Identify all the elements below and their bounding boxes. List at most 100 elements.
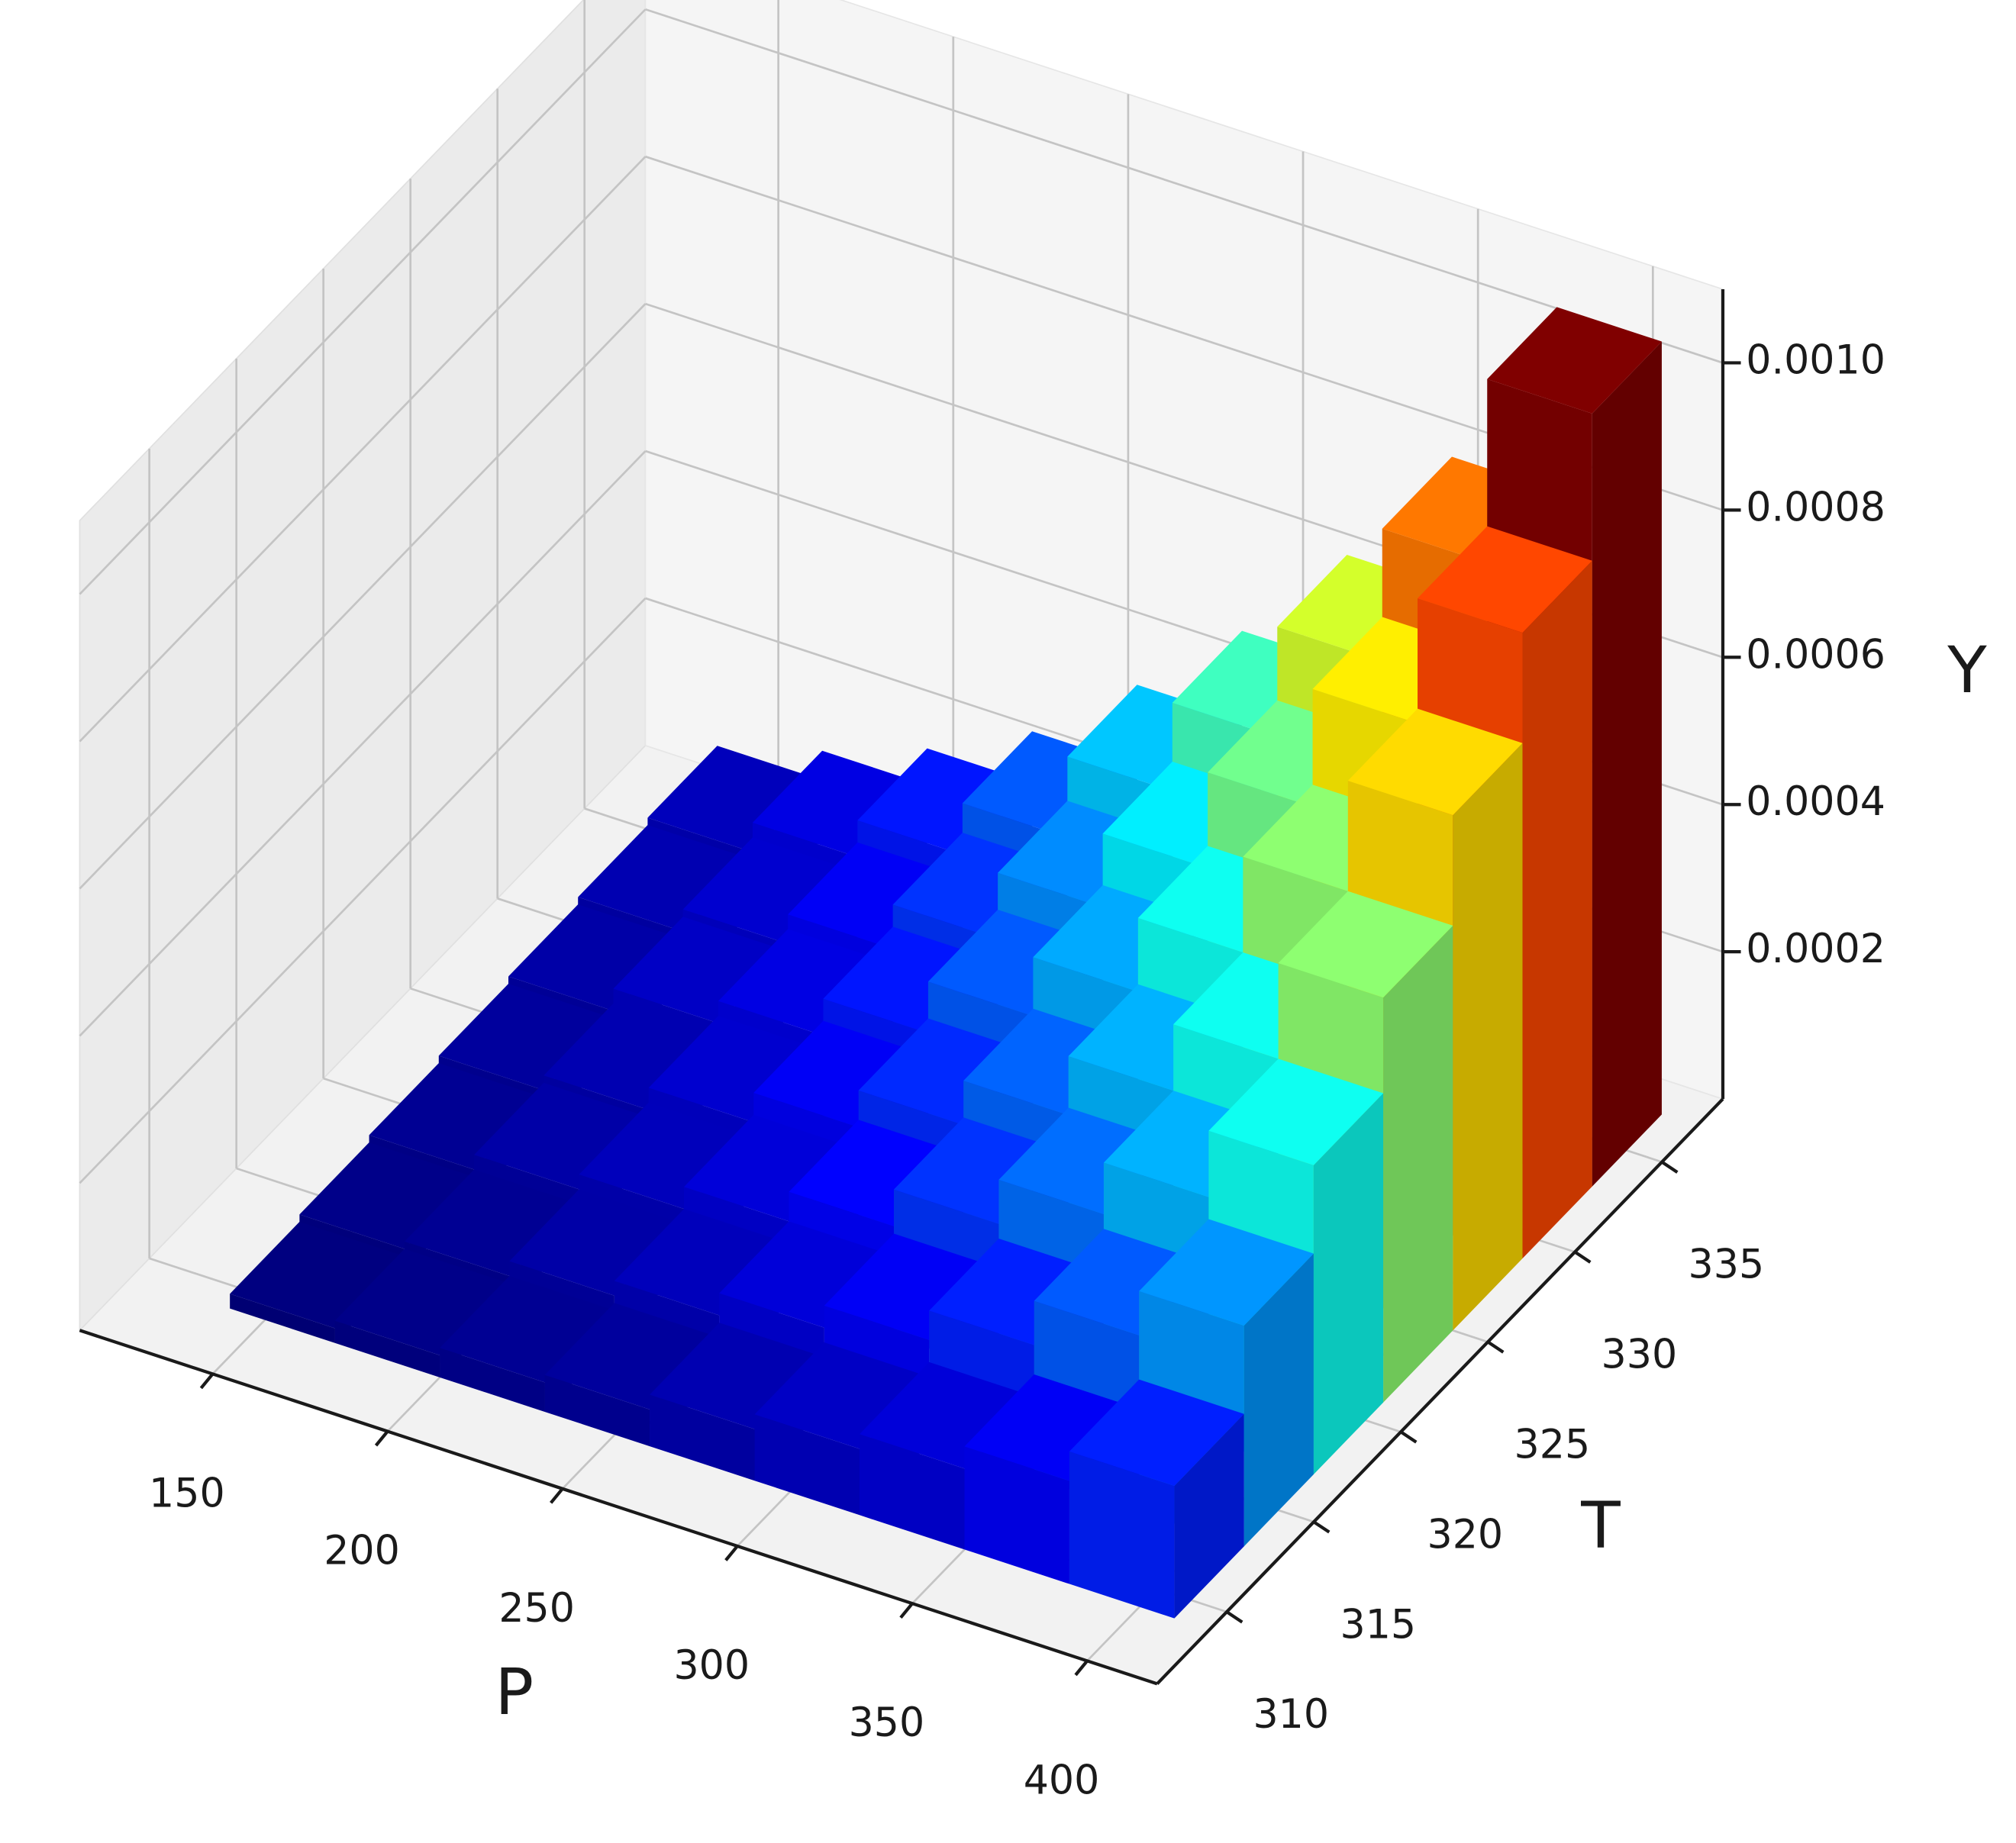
bar-face bbox=[1243, 1253, 1314, 1547]
bar-face bbox=[578, 825, 753, 932]
bar-face bbox=[858, 1018, 1034, 1125]
bar-face bbox=[754, 1414, 860, 1516]
tick-mark bbox=[724, 1545, 739, 1561]
bar-face bbox=[1383, 925, 1453, 1403]
bar-face bbox=[1487, 307, 1662, 414]
y-tick-label: 320 bbox=[1427, 1512, 1504, 1558]
grid-line bbox=[645, 8, 1724, 364]
z-tick-label: 0.0006 bbox=[1746, 632, 1885, 678]
bar-face bbox=[964, 1446, 1069, 1584]
bar-face bbox=[508, 904, 683, 1011]
grid-line bbox=[79, 8, 647, 595]
bar-face bbox=[1208, 1058, 1384, 1165]
bar-face bbox=[544, 1303, 720, 1410]
bar-face bbox=[893, 1117, 1069, 1224]
bar-face bbox=[998, 1107, 1174, 1214]
bar-face bbox=[753, 1020, 928, 1128]
bar-face bbox=[1522, 560, 1592, 1259]
tick-mark bbox=[550, 1487, 564, 1504]
tick-mark bbox=[1660, 1160, 1679, 1174]
bar-face bbox=[1069, 1379, 1244, 1487]
bar-face bbox=[230, 1222, 405, 1329]
bar-face bbox=[230, 1294, 335, 1343]
z-tick-label: 0.0010 bbox=[1746, 337, 1885, 383]
bar-face bbox=[1174, 1413, 1244, 1619]
grid-line bbox=[79, 156, 647, 743]
bar-face bbox=[788, 842, 963, 949]
bar-face bbox=[823, 926, 998, 1033]
bar-face bbox=[1278, 891, 1453, 998]
x-tick-label: 400 bbox=[1024, 1758, 1100, 1803]
bar-face bbox=[824, 1233, 999, 1340]
bar-face bbox=[682, 837, 858, 944]
y-tick-label: 315 bbox=[1340, 1602, 1416, 1648]
tick-mark bbox=[1399, 1430, 1418, 1444]
bar-face bbox=[860, 1434, 965, 1550]
y-tick-label: 310 bbox=[1253, 1692, 1329, 1738]
bar-face bbox=[440, 1275, 614, 1383]
bar-face bbox=[648, 1016, 824, 1123]
z-tick-label: 0.0008 bbox=[1746, 485, 1885, 530]
z-tick-label: 0.0004 bbox=[1746, 779, 1885, 825]
tick-mark bbox=[1074, 1660, 1089, 1677]
bar-face bbox=[544, 1374, 650, 1447]
bar-face bbox=[474, 1082, 649, 1190]
tick-mark bbox=[1225, 1610, 1243, 1624]
grid-line bbox=[79, 598, 647, 1184]
bar-face bbox=[334, 1249, 510, 1355]
bar-face bbox=[684, 1114, 859, 1222]
bar-face bbox=[334, 1320, 440, 1377]
bar-face bbox=[650, 1323, 824, 1429]
y-tick-label: 325 bbox=[1514, 1423, 1591, 1468]
bar-face bbox=[1592, 341, 1662, 1187]
x-tick-label: 350 bbox=[849, 1700, 925, 1746]
bar-face bbox=[1139, 1219, 1314, 1326]
bar-face bbox=[647, 746, 823, 852]
bar-face bbox=[719, 1221, 894, 1328]
grid-line bbox=[79, 450, 647, 1037]
y-axis-line bbox=[1156, 1097, 1724, 1685]
bar-face bbox=[614, 1209, 789, 1316]
tick-mark bbox=[1573, 1250, 1592, 1264]
bar-face bbox=[438, 984, 614, 1091]
x-tick-label: 150 bbox=[149, 1471, 225, 1516]
bar-face bbox=[650, 1394, 755, 1481]
bar-face bbox=[929, 1239, 1104, 1345]
z-tick-label: 0.0002 bbox=[1746, 926, 1885, 972]
x-axis-line bbox=[79, 1329, 1158, 1686]
tick-mark bbox=[199, 1373, 215, 1390]
bar-face bbox=[440, 1348, 545, 1412]
bar-face bbox=[1453, 743, 1523, 1331]
bar-face bbox=[369, 1063, 544, 1170]
left-pane bbox=[79, 0, 647, 1332]
bar-face bbox=[1069, 1451, 1175, 1619]
bar-face bbox=[754, 1342, 930, 1449]
bar-face bbox=[964, 1374, 1140, 1481]
y-tick-label: 330 bbox=[1602, 1332, 1678, 1378]
bar-face bbox=[718, 929, 893, 1036]
bar-face bbox=[299, 1142, 475, 1249]
bar-face bbox=[1034, 1229, 1209, 1336]
tick-mark bbox=[374, 1430, 389, 1447]
bar-face bbox=[544, 1003, 718, 1110]
grid-line bbox=[79, 303, 647, 890]
bar-face bbox=[857, 748, 1033, 855]
x-tick-label: 250 bbox=[498, 1586, 575, 1632]
tick-mark bbox=[1486, 1340, 1505, 1354]
bar bbox=[1069, 1379, 1244, 1619]
tick-mark bbox=[1312, 1520, 1331, 1534]
bar-face bbox=[509, 1189, 685, 1296]
x-axis-title: P bbox=[495, 1655, 534, 1729]
z-axis-title: Y bbox=[1947, 633, 1987, 707]
bar-face bbox=[1418, 526, 1592, 633]
x-tick-label: 200 bbox=[324, 1529, 400, 1574]
y-tick-label: 335 bbox=[1689, 1242, 1765, 1288]
bar-face bbox=[613, 917, 789, 1023]
y-axis-title: T bbox=[1580, 1487, 1621, 1562]
tick-mark bbox=[899, 1602, 914, 1619]
bar-face bbox=[789, 1120, 964, 1226]
x-tick-label: 300 bbox=[673, 1643, 750, 1689]
